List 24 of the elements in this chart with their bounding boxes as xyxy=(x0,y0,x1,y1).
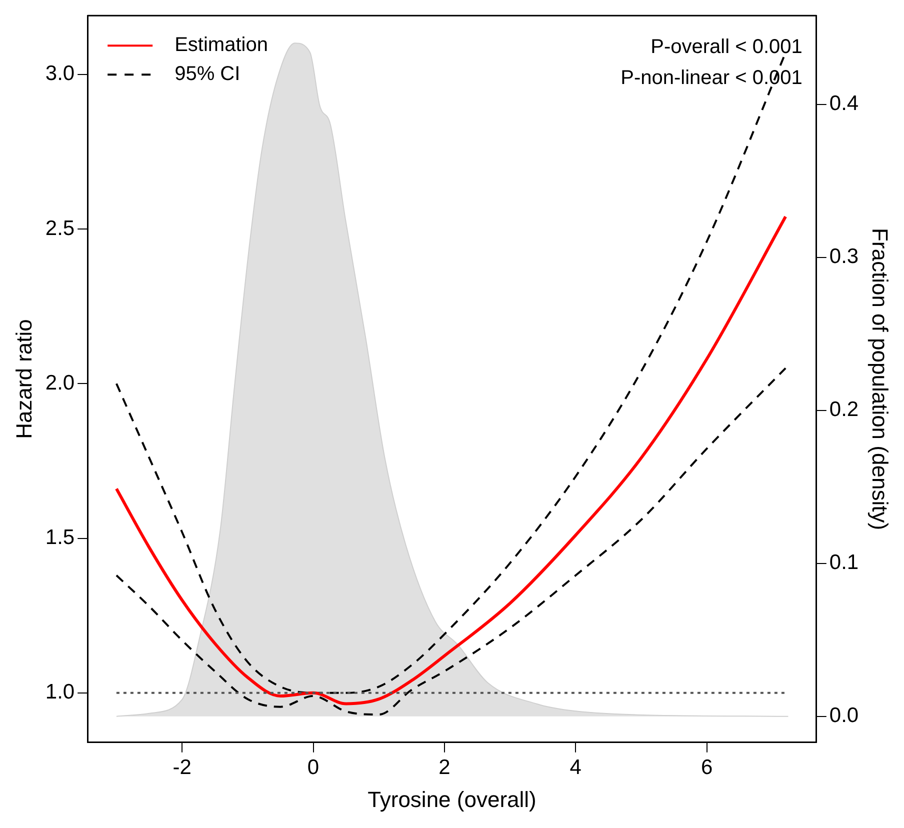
y-tick-label: 2.5 xyxy=(45,216,75,240)
x-tick-label: 0 xyxy=(307,756,320,779)
x-tick-label: 6 xyxy=(701,756,713,779)
line-series xyxy=(114,215,788,706)
y-tick-label: 1.0 xyxy=(45,680,75,704)
y-axis-title: Hazard ratio xyxy=(11,319,36,439)
x-axis-title: Tyrosine (overall) xyxy=(368,786,536,812)
y-tick-label: 3.0 xyxy=(45,62,75,86)
x-tick-label: 4 xyxy=(570,756,582,779)
x-tick-label: -2 xyxy=(172,756,192,779)
legend-label: 95% CI xyxy=(174,63,240,86)
annotation: P-non-linear < 0.001 xyxy=(620,67,802,90)
y2-tick-label: 0.3 xyxy=(829,245,859,268)
y2-axis-title: Fraction of population (density) xyxy=(868,228,893,530)
y2-tick-label: 0.4 xyxy=(829,92,859,116)
y-tick-label: 1.5 xyxy=(45,526,75,550)
x-tick-label: 2 xyxy=(438,756,450,779)
annotation: P-overall < 0.001 xyxy=(650,36,802,58)
legend-label: Estimation xyxy=(174,34,268,56)
y2-tick-label: 0.2 xyxy=(829,398,859,422)
y2-tick-label: 0.1 xyxy=(829,551,859,574)
y2-tick-label: 0.0 xyxy=(829,704,859,728)
line-series xyxy=(115,367,787,716)
y-tick-label: 2.0 xyxy=(45,371,75,394)
